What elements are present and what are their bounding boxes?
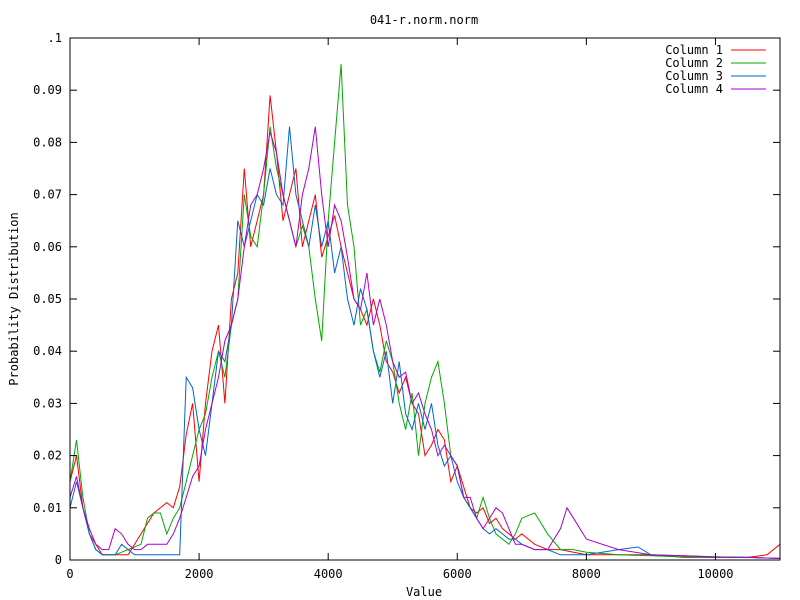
x-tick-label: 4000 — [314, 567, 343, 581]
series-line-3 — [69, 126, 781, 559]
y-tick-label: .1 — [48, 31, 62, 45]
y-tick-label: 0.08 — [33, 135, 62, 149]
y-tick-label: 0.05 — [33, 292, 62, 306]
y-tick-label: 0.06 — [33, 240, 62, 254]
y-tick-label: 0.09 — [33, 83, 62, 97]
y-tick-label: 0.01 — [33, 501, 62, 515]
x-axis-label: Value — [406, 585, 442, 599]
axis-ticks: 0 2000 4000 6000 8000 10000 0 0.01 0.02 0.03 0.04 0… — [33, 31, 780, 581]
chart-title: 041-r.norm.norm — [370, 13, 478, 27]
y-tick-label: 0 — [55, 553, 62, 567]
legend-label-1: Column 1 — [665, 43, 723, 57]
legend-label-4: Column 4 — [665, 82, 723, 96]
x-tick-label: 8000 — [572, 567, 601, 581]
y-tick-label: 0.02 — [33, 449, 62, 463]
series-line-4 — [69, 126, 781, 559]
plot-frame — [69, 37, 781, 561]
legend-label-2: Column 2 — [665, 56, 723, 70]
x-tick-label: 10000 — [697, 567, 733, 581]
legend-label-3: Column 3 — [665, 69, 723, 83]
x-tick-label: 6000 — [443, 567, 472, 581]
series-line-1 — [69, 95, 781, 558]
y-tick-label: 0.04 — [33, 344, 62, 358]
x-tick-label: 2000 — [185, 567, 214, 581]
series-line-2 — [69, 64, 781, 559]
series-layer — [69, 64, 781, 559]
x-tick-label: 0 — [66, 567, 73, 581]
y-axis-label: Probability Distribution — [7, 212, 21, 385]
y-tick-label: 0.03 — [33, 396, 62, 410]
y-tick-label: 0.07 — [33, 188, 62, 202]
